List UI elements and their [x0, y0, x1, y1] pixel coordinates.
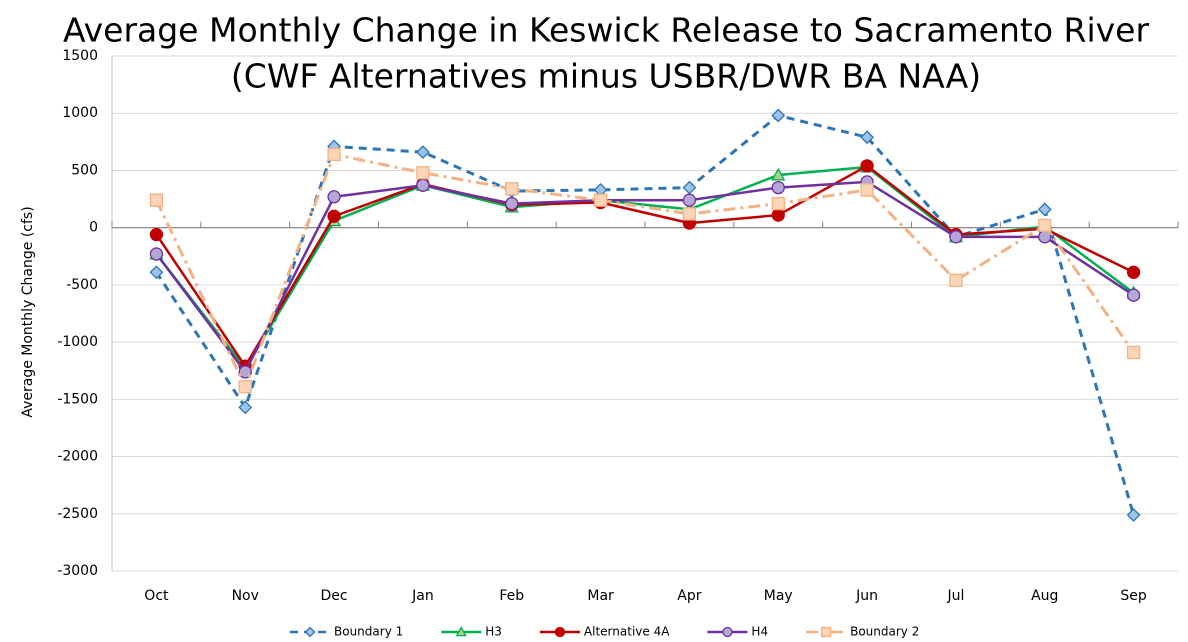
data-point: [682, 207, 697, 221]
data-point: [1126, 508, 1141, 522]
x-tick-label: Oct: [144, 588, 169, 604]
data-point: [149, 227, 164, 242]
y-tick-label: -3000: [57, 563, 98, 579]
series-line: [155, 180, 1135, 375]
x-tick-label: Aug: [1031, 588, 1058, 604]
chart-subtitle: (CWF Alternatives minus USBR/DWR BA NAA): [231, 57, 981, 96]
y-tick-label: 1500: [62, 48, 98, 64]
data-point: [327, 147, 341, 162]
legend-marker: [554, 626, 566, 638]
data-point: [238, 380, 252, 394]
x-tick-label: Jul: [946, 588, 964, 604]
y-tick-label: 500: [71, 162, 98, 178]
legend-marker: [722, 626, 733, 638]
data-point: [682, 180, 697, 195]
data-point: [327, 190, 341, 204]
chart-title: Average Monthly Change in Keswick Releas…: [63, 11, 1149, 50]
y-axis-title: Average Monthly Change (cfs): [20, 206, 36, 417]
data-point: [1126, 345, 1141, 360]
x-tick-label: Apr: [677, 588, 701, 604]
data-point: [416, 166, 430, 180]
x-tick-label: May: [764, 588, 793, 604]
legend-marker: [820, 626, 832, 638]
data-point: [149, 265, 164, 280]
data-point: [771, 180, 785, 195]
data-point: [771, 108, 786, 123]
legend-label: Boundary 1: [334, 625, 403, 639]
legend-marker: [304, 626, 316, 638]
x-tick-label: Jan: [411, 588, 434, 604]
data-point: [505, 196, 519, 211]
data-point: [860, 130, 875, 145]
legend-label: H4: [751, 625, 768, 639]
series-line: [155, 164, 1135, 369]
y-tick-label: -2000: [57, 449, 98, 465]
x-tick-label: Nov: [232, 588, 259, 604]
data-point: [860, 183, 874, 197]
data-point: [949, 273, 963, 287]
x-tick-label: Dec: [321, 588, 348, 604]
data-point: [327, 209, 341, 223]
data-point: [1038, 218, 1052, 233]
data-point: [860, 159, 874, 173]
data-point: [415, 145, 430, 160]
legend-label: H3: [485, 625, 502, 639]
data-point: [682, 193, 697, 207]
data-point: [149, 193, 164, 207]
x-tick-label: Jun: [855, 588, 878, 604]
data-point: [1126, 265, 1141, 279]
data-point: [1037, 202, 1052, 217]
data-point: [771, 196, 785, 211]
data-point: [149, 247, 164, 261]
data-point: [771, 208, 785, 222]
x-tick-label: Feb: [499, 588, 524, 604]
data-point: [593, 193, 608, 207]
series-line: [155, 165, 1135, 371]
y-tick-label: -1000: [57, 334, 98, 350]
data-point: [416, 178, 430, 192]
data-point: [771, 167, 786, 181]
legend-marker: [455, 626, 467, 637]
y-tick-label: 0: [89, 220, 98, 236]
series-line: [155, 113, 1136, 516]
x-tick-label: Sep: [1120, 588, 1147, 604]
data-point: [1126, 288, 1141, 302]
data-point: [505, 182, 519, 196]
y-tick-label: -2500: [57, 506, 98, 522]
data-point: [238, 400, 253, 415]
legend-label: Alternative 4A: [584, 625, 670, 639]
x-tick-label: Mar: [587, 588, 614, 604]
y-tick-label: -1500: [57, 391, 98, 407]
y-tick-label: 1000: [62, 105, 98, 121]
legend-label: Boundary 2: [850, 625, 919, 639]
data-point: [949, 230, 963, 244]
y-tick-label: -500: [66, 277, 98, 293]
